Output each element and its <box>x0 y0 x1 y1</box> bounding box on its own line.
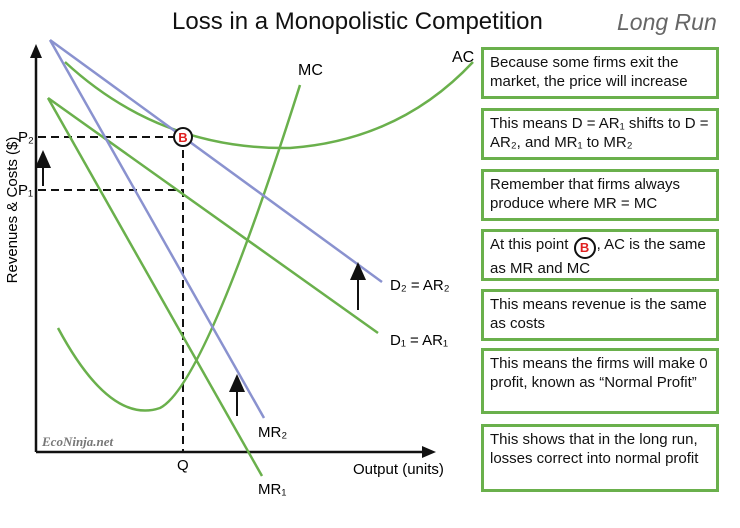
diagram-title: Loss in a Monopolistic Competition <box>172 8 543 35</box>
explanation-text-4b: , AC is the same as MR and MC <box>490 236 706 277</box>
p1-label: P₁ <box>18 182 33 199</box>
d1-ar1-label: D₁ = AR₁ <box>390 332 448 349</box>
explanation-box-4: At this point B, AC is the same as MR an… <box>481 229 719 281</box>
diagram-subtitle: Long Run <box>617 9 717 35</box>
q-label: Q <box>177 457 189 474</box>
mr1-label: MR₁ <box>258 481 286 498</box>
p2-label: P₂ <box>18 129 34 146</box>
x-axis-label: Output (units) <box>353 461 444 478</box>
explanation-box-2: This means D = AR₁ shifts to D = AR₂, an… <box>481 108 719 160</box>
d2-ar2-line <box>49 38 383 284</box>
mc-label: MC <box>298 62 323 79</box>
explanation-box-5: This means revenue is the same as costs <box>481 289 719 341</box>
explanation-text-5: This means revenue is the same as costs <box>490 296 707 332</box>
d1-ar1-line <box>47 96 379 335</box>
explanation-text-2: This means D = AR₁ shifts to D = AR₂, an… <box>490 115 709 151</box>
y-axis-label: Revenues & Costs ($) <box>4 137 21 284</box>
watermark-logo: EcoNinja.net <box>41 434 114 449</box>
point-b-badge: B <box>573 237 596 259</box>
mc-curve <box>56 84 302 412</box>
mr2-line <box>48 39 266 419</box>
point-b-label: B <box>178 130 187 145</box>
explanation-text-6: This means the firms will make 0 profit,… <box>490 355 708 391</box>
ac-label: AC <box>452 49 474 66</box>
y-axis-arrowhead <box>30 44 42 58</box>
explanation-text-7: This shows that in the long run, losses … <box>490 431 699 467</box>
explanation-box-3: Remember that firms always produce where… <box>481 169 719 221</box>
x-axis-arrowhead <box>422 446 436 458</box>
explanation-box-6: This means the firms will make 0 profit,… <box>481 348 719 414</box>
explanation-box-1: Because some firms exit the market, the … <box>481 47 719 99</box>
mr2-label: MR₂ <box>258 424 287 441</box>
ac-curve <box>64 61 474 150</box>
point-b-marker <box>173 127 193 147</box>
explanation-text-1: Because some firms exit the market, the … <box>490 54 688 90</box>
mr1-line <box>46 97 264 477</box>
explanation-text-4a: At this point <box>490 236 569 253</box>
explanation-text-3: Remember that firms always produce where… <box>490 176 681 212</box>
d2-ar2-label: D₂ = AR₂ <box>390 277 450 294</box>
explanation-box-7: This shows that in the long run, losses … <box>481 424 719 492</box>
